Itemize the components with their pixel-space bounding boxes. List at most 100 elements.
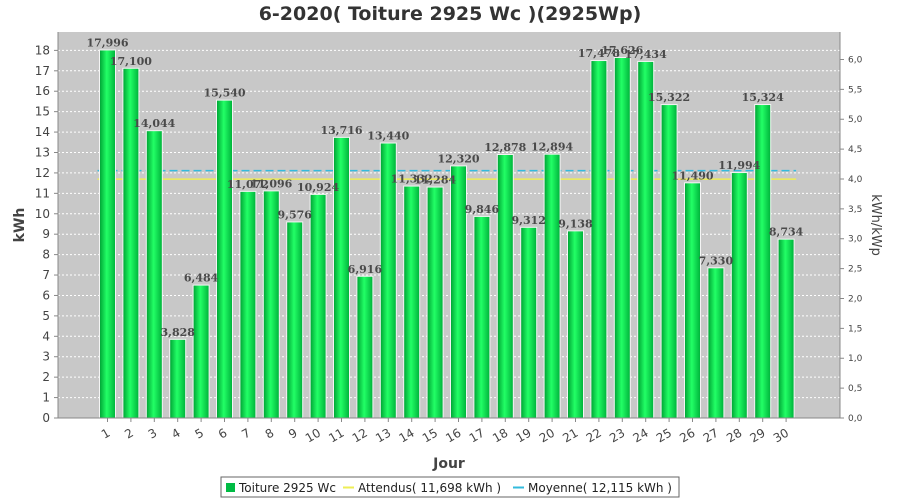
x-tick-label: 17: [467, 426, 487, 446]
y-tick-label: 17: [35, 64, 50, 78]
y-tick-label: 7: [42, 268, 50, 282]
x-tick-label: 7: [239, 426, 253, 442]
x-tick-label: 3: [146, 426, 160, 442]
bar: [170, 339, 186, 418]
data-label: 17,996: [86, 36, 128, 49]
y-tick-label: 0: [42, 411, 50, 425]
data-label: 8,734: [769, 226, 804, 239]
bar: [685, 183, 700, 418]
y-tick-label: 12: [35, 166, 50, 180]
y2-tick-label: 5,0: [848, 115, 863, 125]
bar: [287, 222, 303, 418]
y-tick-label: 15: [35, 105, 50, 119]
y2-tick-label: 2,5: [848, 265, 862, 275]
data-label: 10,924: [297, 181, 339, 194]
y2-tick-label: 6,0: [848, 55, 863, 65]
x-tick-label: 15: [420, 426, 440, 446]
x-tick-label: 25: [654, 426, 674, 446]
y-tick-label: 13: [35, 145, 50, 159]
x-tick-label: 10: [303, 426, 323, 446]
bar: [544, 154, 560, 418]
data-label: 13,716: [320, 124, 362, 137]
x-tick-label: 21: [560, 426, 580, 446]
data-label: 11,490: [671, 169, 713, 182]
y-tick-label: 10: [35, 207, 50, 221]
y-tick-label: 11: [35, 186, 50, 200]
x-axis-title: Jour: [432, 456, 465, 472]
y-tick-label: 1: [42, 391, 50, 405]
data-label: 12,894: [531, 141, 573, 154]
bar: [708, 268, 724, 418]
data-label: 17,626: [601, 44, 643, 57]
x-tick-label: 9: [286, 426, 300, 442]
y-tick-label: 9: [42, 227, 50, 241]
bar: [778, 239, 794, 418]
data-label: 3,828: [160, 326, 195, 339]
data-label: 14,044: [133, 117, 175, 130]
y2-tick-label: 2,0: [848, 294, 863, 304]
x-tick-label: 29: [748, 426, 768, 446]
x-tick-label: 2: [122, 426, 136, 442]
bar: [404, 186, 420, 418]
y2-tick-label: 4,5: [848, 145, 862, 155]
bar: [263, 191, 279, 418]
chart-title: 6-2020( Toiture 2925 Wc )(2925Wp): [259, 3, 642, 25]
y-tick-label: 2: [42, 370, 50, 384]
y2-tick-label: 3,5: [848, 205, 862, 215]
data-label: 9,312: [511, 214, 545, 227]
y2-tick-label: 5,5: [848, 85, 862, 95]
data-label: 11,284: [414, 174, 456, 187]
data-label: 6,916: [348, 263, 383, 276]
bar: [591, 61, 607, 419]
data-label: 12,878: [484, 141, 526, 154]
bar: [731, 173, 747, 418]
bar: [614, 58, 630, 419]
x-tick-label: 12: [350, 426, 370, 446]
y2-tick-label: 1,5: [848, 324, 862, 334]
x-tick-label: 28: [724, 426, 744, 446]
y-tick-label: 5: [42, 309, 50, 323]
bar: [380, 143, 396, 418]
y2-tick-label: 0,5: [848, 384, 862, 394]
x-tick-label: 23: [607, 426, 627, 446]
bar: [427, 187, 443, 418]
bar: [123, 68, 139, 418]
x-tick-label: 26: [677, 426, 697, 446]
data-label: 9,846: [465, 203, 500, 216]
bar: [217, 100, 232, 418]
x-tick-label: 13: [373, 426, 393, 446]
legend-swatch-bars: [226, 483, 235, 492]
y2-axis-ticks: 0,0 0,5 1,0 1,5 2,0 2,5 3,0 3,5 4,0 4,5 5,0 5,5 6,0: [840, 55, 863, 424]
x-tick-label: 5: [193, 426, 207, 442]
reference-lines: [97, 169, 797, 180]
data-label: 11,332: [391, 173, 433, 186]
x-tick-label: 22: [584, 426, 604, 446]
x-tick-label: 1: [99, 426, 113, 442]
legend: Toiture 2925 Wc Attendus( 11,698 kWh ) M…: [220, 476, 680, 498]
y-axis-title: kWh: [12, 208, 28, 243]
data-label: 9,138: [558, 217, 593, 230]
bar: [451, 166, 466, 418]
data-label: 17,478: [578, 47, 620, 60]
bar: [310, 194, 326, 418]
data-label: 12,320: [437, 152, 479, 165]
bar: [474, 216, 490, 418]
data-label: 6,484: [184, 272, 219, 285]
y-tick-label: 16: [35, 84, 50, 98]
data-label: 9,576: [277, 208, 312, 221]
data-label: 7,330: [699, 254, 734, 267]
bar: [334, 137, 349, 419]
bar: [357, 276, 373, 418]
x-tick-label: 27: [701, 426, 721, 446]
data-label: 15,324: [742, 91, 784, 104]
y-tick-label: 8: [42, 248, 50, 262]
data-label: 11,072: [227, 178, 269, 191]
x-tick-label: 20: [537, 426, 557, 446]
y-tick-label: 4: [42, 329, 50, 343]
y-tick-label: 6: [42, 288, 50, 302]
bars: [99, 49, 795, 419]
y-tick-label: 18: [35, 43, 50, 57]
bar: [638, 61, 654, 419]
